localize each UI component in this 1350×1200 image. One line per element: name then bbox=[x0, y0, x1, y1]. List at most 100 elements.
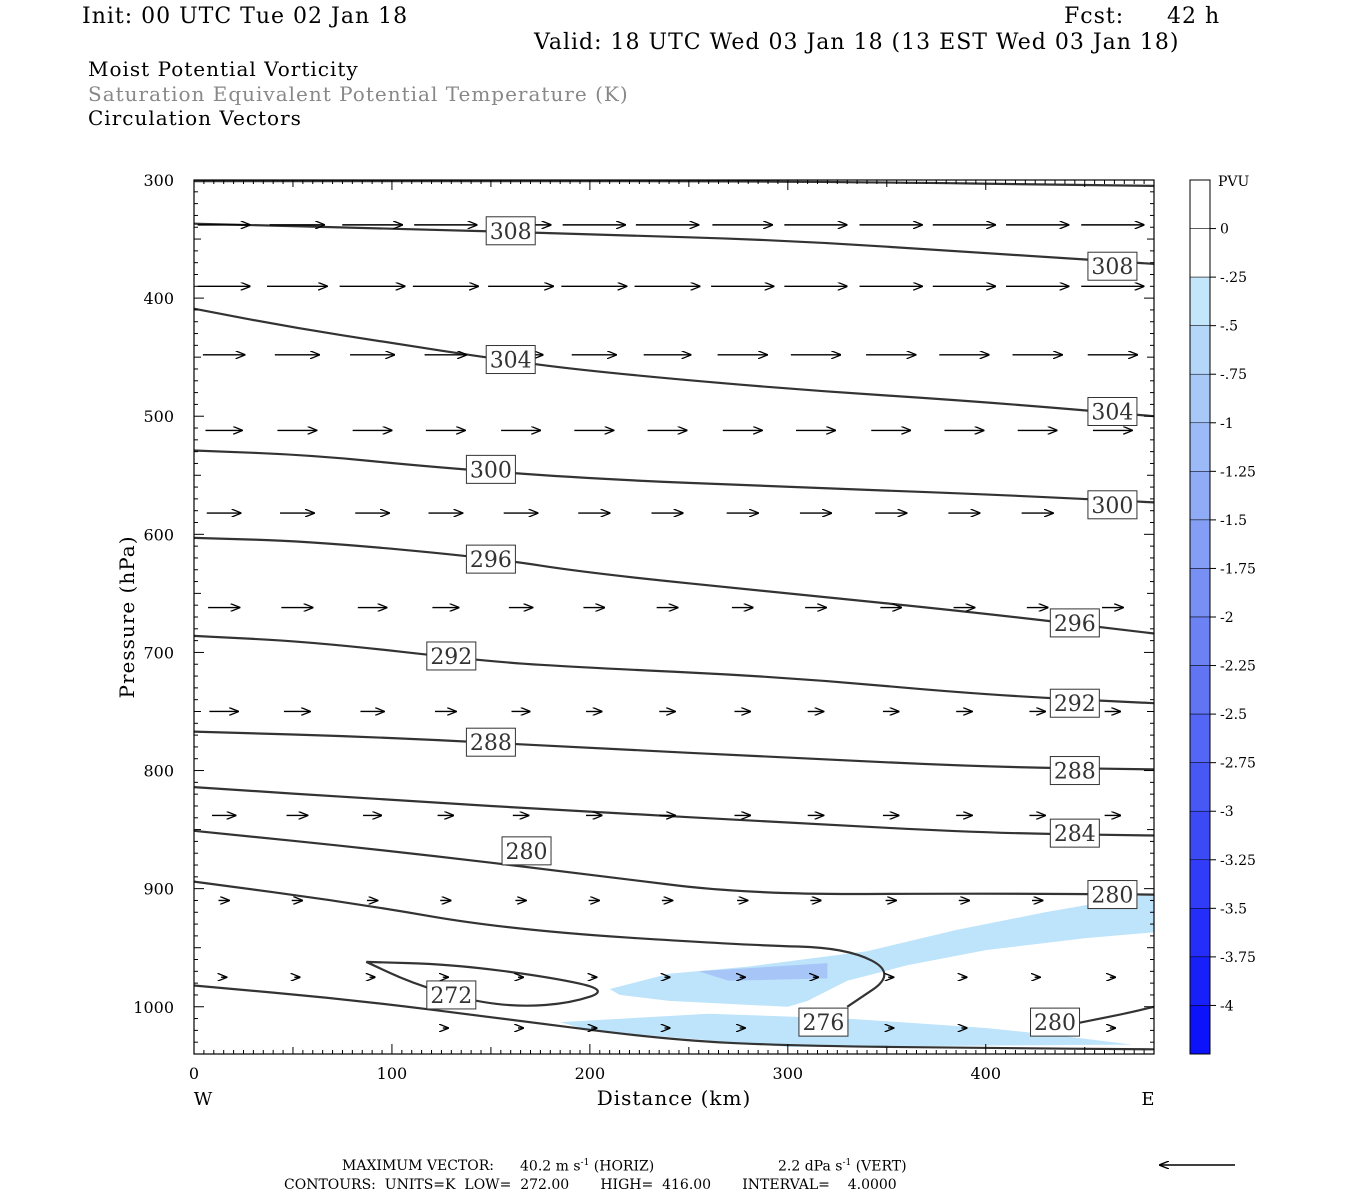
colorbar-swatch bbox=[1189, 1005, 1211, 1055]
contour-label: 280 bbox=[1091, 884, 1133, 909]
colorbar-swatch bbox=[1189, 859, 1211, 909]
colorbar-label: -4 bbox=[1220, 998, 1234, 1014]
colorbar-label: -1.25 bbox=[1220, 464, 1256, 480]
contour-label: 280 bbox=[1034, 1011, 1076, 1036]
colorbar-label: -2.25 bbox=[1220, 659, 1256, 675]
colorbar-label: -1 bbox=[1220, 416, 1234, 432]
contour-label: 300 bbox=[470, 458, 512, 483]
colorbar-swatch bbox=[1189, 568, 1211, 618]
axis-ticks: 0 100 200 300 400 300 400 500 600 700 800 900 1000 bbox=[133, 171, 1155, 1083]
circulation-vectors bbox=[197, 225, 1144, 1028]
field-vector-title: Circulation Vectors bbox=[88, 106, 302, 130]
y-tick-label: 1000 bbox=[133, 998, 174, 1017]
contour-label-box bbox=[426, 641, 477, 671]
colorbar-swatch bbox=[1189, 179, 1211, 229]
contour-label: 296 bbox=[470, 548, 512, 573]
contour-label: 304 bbox=[490, 349, 532, 374]
colorbar-swatch bbox=[1189, 373, 1211, 424]
contour-label-box bbox=[798, 1007, 849, 1037]
horiz-exponent: -1 bbox=[580, 1158, 590, 1168]
contour-label: 288 bbox=[470, 731, 512, 756]
colorbar-label: -2.75 bbox=[1220, 756, 1256, 772]
pv-shade-area bbox=[698, 963, 828, 981]
contour-label: 308 bbox=[1091, 255, 1133, 280]
contour-label-box bbox=[465, 454, 516, 484]
colorbar-swatch bbox=[1189, 422, 1211, 472]
x-tick-label: 200 bbox=[575, 1064, 606, 1083]
y-tick-label: 800 bbox=[143, 762, 174, 781]
contour-276 bbox=[193, 880, 886, 1008]
pv-colorbar: 0 -.25 -.5 -.75 -1 -1.25 -1.5 -1.75 -2 -2.25 -2.5 -… bbox=[1189, 179, 1256, 1055]
colorbar-label: -.25 bbox=[1220, 270, 1247, 286]
colorbar-label: -3 bbox=[1220, 804, 1234, 820]
valid-time: Valid: 18 UTC Wed 03 Jan 18 (13 EST Wed … bbox=[534, 30, 1180, 55]
forecast-hours: 42 h bbox=[1167, 4, 1221, 29]
vert-tag: (VERT) bbox=[855, 1158, 907, 1175]
colorbar-label: -2 bbox=[1220, 610, 1234, 626]
contour-label-box bbox=[1087, 490, 1138, 520]
contour-label-box bbox=[1087, 396, 1138, 426]
pv-shade-area bbox=[609, 893, 1154, 1007]
contour-label: 296 bbox=[1054, 612, 1096, 637]
horiz-value: 40.2 m s bbox=[520, 1158, 581, 1175]
colorbar-label: -3.5 bbox=[1220, 901, 1247, 917]
contour-label-box bbox=[465, 544, 516, 574]
contour-label: 272 bbox=[430, 984, 472, 1009]
contour-label-box bbox=[1049, 608, 1100, 638]
colorbar-label: -3.75 bbox=[1220, 950, 1256, 966]
max-vector-horiz: 40.2 m s-1 (HORIZ) bbox=[520, 1158, 654, 1175]
x-tick-label: 400 bbox=[970, 1064, 1001, 1083]
x-axis-label: Distance (km) bbox=[597, 1086, 752, 1110]
field-shaded-title: Moist Potential Vorticity bbox=[88, 57, 359, 81]
colorbar-swatch bbox=[1189, 810, 1211, 861]
contour-label: 292 bbox=[430, 645, 472, 670]
x-east-label: E bbox=[1141, 1089, 1154, 1110]
contour-270 bbox=[193, 984, 1155, 1051]
y-tick-label: 900 bbox=[143, 880, 174, 899]
contour-312 bbox=[194, 180, 1155, 187]
y-tick-label: 300 bbox=[143, 171, 174, 190]
colorbar-swatch bbox=[1189, 908, 1211, 958]
contour-label-box bbox=[1049, 818, 1100, 848]
forecast-label: Fcst: bbox=[1064, 4, 1125, 29]
contour-label: 284 bbox=[1054, 822, 1096, 847]
contour-label: 288 bbox=[1054, 760, 1096, 785]
contour-info: CONTOURS: UNITS=K LOW= 272.00 HIGH= 416.… bbox=[284, 1177, 897, 1193]
contour-label-box bbox=[1087, 251, 1138, 281]
contour-label-box bbox=[1030, 1007, 1081, 1037]
colorbar-swatch bbox=[1189, 228, 1211, 278]
horiz-tag: (HORIZ) bbox=[593, 1158, 655, 1175]
contour-label-box bbox=[501, 836, 552, 866]
x-tick-label: 100 bbox=[377, 1064, 408, 1083]
colorbar-swatch bbox=[1189, 519, 1211, 569]
contour-label-box bbox=[1049, 756, 1100, 786]
colorbar-swatch bbox=[1189, 276, 1211, 326]
colorbar-label: -2.5 bbox=[1220, 707, 1247, 723]
contour-label: 300 bbox=[1091, 494, 1133, 519]
x-tick-label: 300 bbox=[773, 1064, 804, 1083]
contour-304 bbox=[193, 307, 1155, 418]
colorbar-swatch bbox=[1189, 665, 1211, 715]
colorbar-swatch bbox=[1189, 325, 1211, 375]
max-vector-label: MAXIMUM VECTOR: bbox=[342, 1158, 494, 1174]
contour-308 bbox=[193, 222, 1155, 265]
contour-label-box bbox=[426, 980, 477, 1010]
colorbar-swatch bbox=[1189, 616, 1211, 666]
y-tick-label: 500 bbox=[143, 407, 174, 426]
contour-296 bbox=[193, 536, 1155, 635]
contour-label: 280 bbox=[506, 840, 548, 865]
contour-284 bbox=[193, 786, 1155, 837]
y-tick-label: 400 bbox=[143, 289, 174, 308]
contour-292 bbox=[193, 634, 1155, 705]
contour-label-box bbox=[1049, 688, 1100, 718]
y-axis-label: Pressure (hPa) bbox=[115, 536, 139, 699]
contour-label-box bbox=[1087, 880, 1138, 910]
colorbar-swatch bbox=[1189, 471, 1211, 521]
colorbar-swatch bbox=[1189, 762, 1211, 812]
contour-label-box bbox=[485, 345, 536, 375]
field-contour-title: Saturation Equivalent Potential Temperat… bbox=[88, 82, 629, 106]
x-tick-label: 0 bbox=[189, 1064, 199, 1083]
contour-288 bbox=[193, 730, 1155, 771]
colorbar-swatch bbox=[1189, 956, 1211, 1006]
